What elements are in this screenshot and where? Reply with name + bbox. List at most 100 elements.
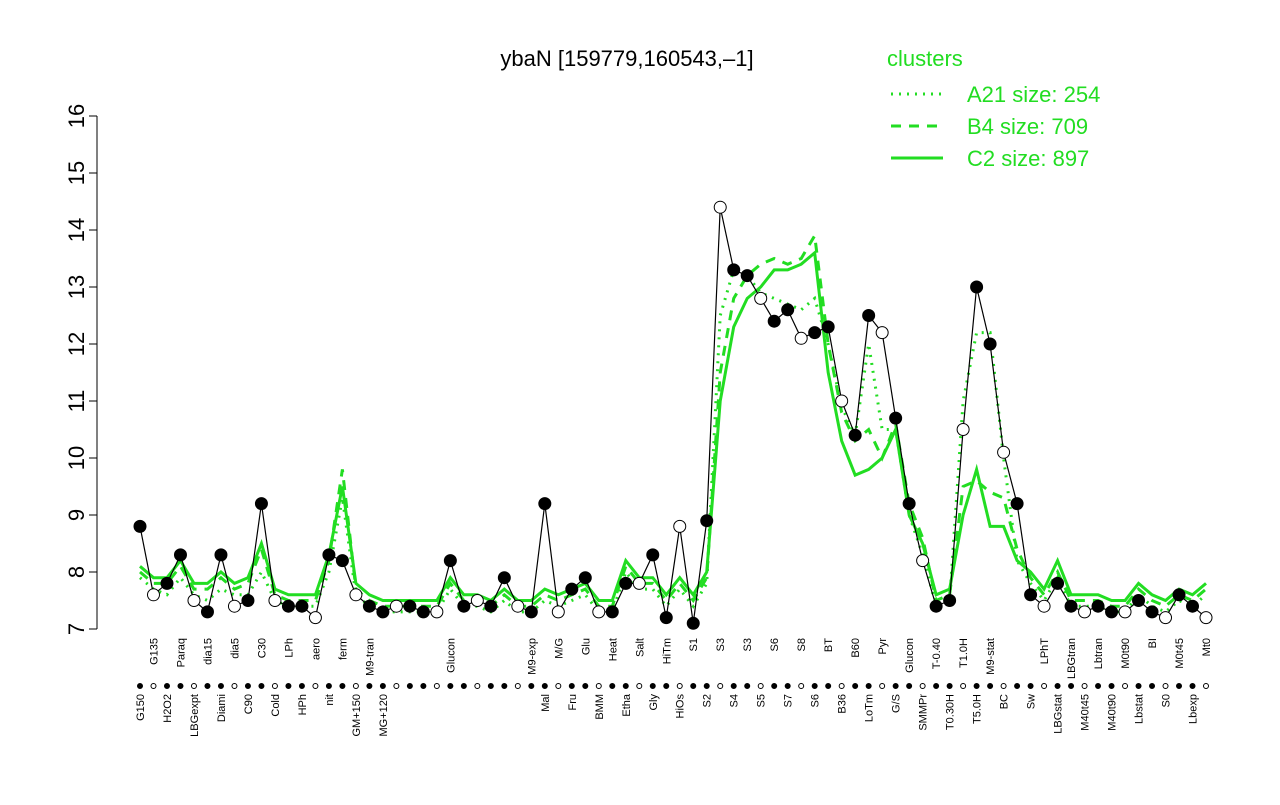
data-point [1118, 605, 1132, 619]
category-dot [447, 683, 454, 689]
data-point [133, 519, 147, 533]
x-tick-label: H2O2 [162, 694, 174, 723]
data-point [943, 594, 957, 607]
data-point [713, 200, 727, 214]
data-point [1159, 611, 1173, 625]
category-dot [1041, 683, 1048, 689]
data-point [1172, 588, 1186, 602]
data-point [1064, 599, 1078, 613]
category-dot [420, 683, 427, 689]
data-point [484, 599, 498, 613]
category-dot [150, 683, 157, 689]
category-dot [1135, 683, 1142, 689]
data-point [1132, 594, 1146, 607]
category-dot [190, 683, 197, 689]
data-point [1105, 605, 1119, 619]
category-dot [501, 683, 508, 689]
x-tick-label: M9-exp [526, 638, 538, 675]
category-dot [528, 683, 535, 689]
data-point [322, 548, 336, 562]
data-point [430, 605, 444, 619]
x-tick-label: BC [999, 694, 1011, 709]
data-point [646, 548, 660, 562]
y-tick-label: 8 [64, 566, 89, 578]
x-tick-label: SMMPr [918, 694, 930, 731]
category-dot [1014, 683, 1021, 689]
data-point [565, 582, 579, 596]
data-point [1010, 497, 1024, 511]
category-dot [258, 683, 265, 689]
category-dot [379, 683, 386, 689]
data-point [1024, 588, 1038, 602]
category-dot [906, 683, 913, 689]
category-dot [217, 683, 224, 689]
x-tick-label: M0t90 [1120, 638, 1132, 669]
category-dot [798, 683, 805, 689]
x-tick-label: Pyr [877, 638, 889, 655]
data-point [335, 554, 349, 568]
x-tick-label: LPh [283, 638, 295, 658]
category-dot [1203, 683, 1209, 689]
x-tick-label: GM+150 [351, 694, 363, 737]
x-tick-label: Gly [648, 694, 660, 711]
category-dot [757, 683, 764, 689]
category-dot [717, 683, 724, 689]
x-tick-label: S0 [1161, 694, 1173, 707]
x-tick-label: Sw [1026, 694, 1038, 709]
x-tick-label: Glucon [445, 638, 457, 673]
category-dot [474, 683, 481, 689]
legend-label: C2 size: 897 [967, 146, 1089, 171]
x-tick-label: ferm [337, 638, 349, 660]
x-tick-label: nit [324, 694, 336, 706]
category-dot [298, 683, 305, 689]
x-tick-label: B36 [837, 694, 849, 714]
data-point [457, 599, 471, 613]
x-tick-label: BMM [594, 694, 606, 720]
category-dot [892, 683, 899, 689]
x-tick-label: T5.0H [972, 694, 984, 724]
category-dot [393, 683, 400, 689]
category-dot [1122, 683, 1129, 689]
category-dot [636, 683, 643, 689]
data-point [349, 588, 363, 602]
x-tick-label: Lbstat [1134, 694, 1146, 724]
data-point [187, 594, 201, 607]
chart-title: ybaN [159779,160543,–1] [500, 46, 753, 71]
category-dot [366, 683, 373, 689]
y-tick-label: 11 [64, 390, 89, 413]
x-tick-label: S6 [769, 638, 781, 651]
category-dot [1108, 683, 1115, 689]
category-dot [339, 683, 346, 689]
data-point [605, 605, 619, 619]
category-dot [973, 683, 980, 689]
x-tick-label: LPhT [1039, 638, 1051, 665]
category-dot [663, 683, 670, 689]
y-tick-label: 9 [64, 509, 89, 521]
category-dot [352, 683, 359, 689]
data-point [268, 594, 282, 607]
category-dot [325, 683, 332, 689]
data-point [862, 309, 876, 322]
category-dot [514, 683, 521, 689]
data-point [443, 554, 457, 568]
category-dot [676, 683, 683, 689]
data-point [781, 303, 795, 317]
category-dot [595, 683, 602, 689]
category-dot [690, 683, 697, 689]
data-point [902, 497, 916, 511]
category-dot [730, 683, 737, 689]
category-dot [825, 683, 832, 689]
category-dot [1081, 683, 1088, 689]
category-dot [1068, 683, 1075, 689]
category-dot [852, 683, 859, 689]
x-tick-label: aero [310, 638, 322, 660]
x-tick-label: Heat [607, 638, 619, 661]
data-point [686, 616, 700, 630]
x-tick-label: C90 [243, 694, 255, 714]
category-dot [271, 683, 278, 689]
data-point [551, 605, 565, 619]
data-point [214, 548, 228, 562]
data-point [740, 269, 754, 283]
legend-title: clusters [887, 46, 963, 71]
